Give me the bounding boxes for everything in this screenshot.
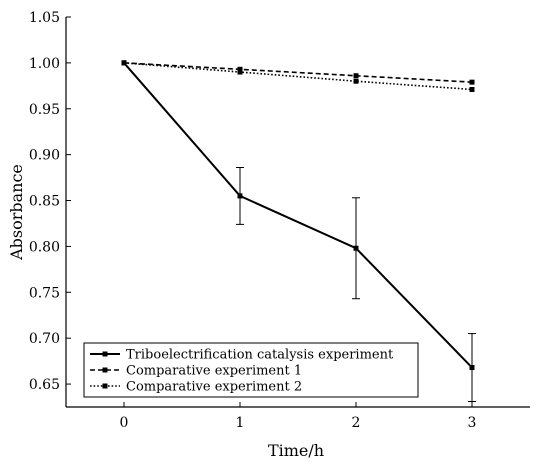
y-tick-label: 1.00 xyxy=(29,56,60,72)
x-tick-label: 3 xyxy=(468,415,477,431)
y-axis-title: Absorbance xyxy=(7,164,26,261)
series-line xyxy=(123,62,473,91)
legend-label: Comparative experiment 1 xyxy=(126,364,302,379)
data-point xyxy=(237,66,243,72)
y-tick-label: 1.05 xyxy=(29,10,60,26)
x-tick-label: 2 xyxy=(352,415,361,431)
y-tick-label: 0.95 xyxy=(29,102,60,118)
legend-label: Comparative experiment 2 xyxy=(126,380,302,395)
axes xyxy=(65,17,530,408)
y-axis-ticks: 0.65 0.70 0.75 0.80 0.85 0.90 0.95 1.00 1.05 xyxy=(29,10,71,393)
data-point xyxy=(353,73,359,79)
series-3 xyxy=(121,60,475,92)
x-axis-title: Time/h xyxy=(268,441,324,460)
data-point xyxy=(237,69,243,75)
legend-marker xyxy=(102,351,108,357)
legend-label: Triboelectrification catalysis experimen… xyxy=(126,348,394,363)
series-1 xyxy=(121,60,476,402)
series-line xyxy=(123,62,473,369)
legend-box xyxy=(83,342,419,398)
series-2 xyxy=(121,60,475,85)
x-tick-label: 1 xyxy=(236,415,245,431)
y-tick-label: 0.80 xyxy=(29,239,60,255)
y-tick-label: 0.65 xyxy=(29,377,60,393)
data-point xyxy=(469,86,475,92)
y-tick-label: 0.90 xyxy=(29,148,60,164)
legend-marker xyxy=(102,367,108,373)
data-point xyxy=(121,60,127,66)
data-point xyxy=(353,78,359,84)
y-tick-label: 0.85 xyxy=(29,194,60,210)
y-tick-label: 0.75 xyxy=(29,285,60,301)
legend: Triboelectrification catalysis experimen… xyxy=(83,342,419,398)
x-axis-ticks: 0 1 2 3 xyxy=(120,402,477,431)
data-point xyxy=(469,79,475,85)
legend-marker xyxy=(102,383,108,389)
x-tick-label: 0 xyxy=(120,415,129,431)
series-line xyxy=(123,62,473,83)
y-tick-label: 0.70 xyxy=(29,331,60,347)
series-layer xyxy=(121,60,476,402)
